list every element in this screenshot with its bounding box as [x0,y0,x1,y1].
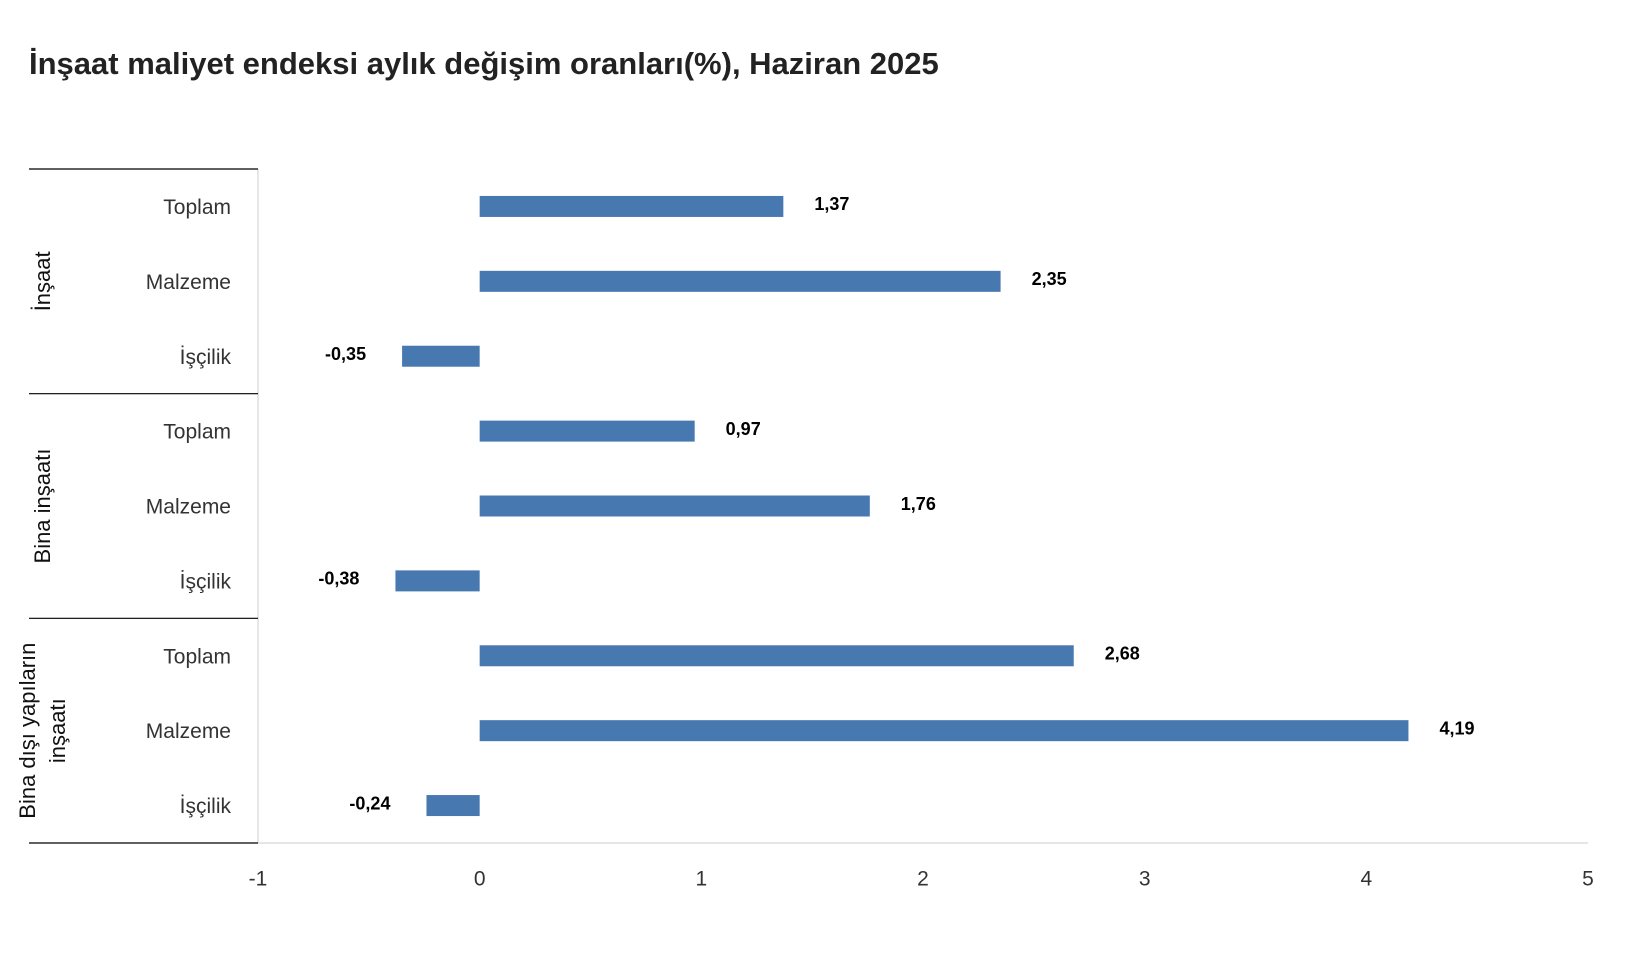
y-tick-label: İşçilik [180,570,232,593]
y-tick-label: Malzeme [146,496,231,519]
bar [479,720,1409,742]
x-tick-label: -1 [249,868,268,891]
x-tick-label: 0 [474,868,486,891]
bar [479,495,870,517]
value-label: 2,35 [1032,269,1067,289]
value-label: 2,68 [1105,644,1140,664]
value-label: 4,19 [1439,718,1474,738]
y-tick-label: İşçilik [180,795,232,818]
bar [402,345,480,367]
y-tick-label: Toplam [163,196,231,219]
bar [479,645,1074,667]
bar [426,795,480,817]
value-label: -0,35 [325,344,366,364]
value-label: -0,38 [318,569,359,589]
group-label: İnşaat [30,251,55,311]
value-label: 1,76 [901,494,936,514]
x-tick-label: 2 [917,868,929,891]
y-tick-label: Toplam [163,645,231,668]
value-label: -0,24 [349,793,390,813]
bar [395,570,480,592]
bar [479,270,1001,292]
x-tick-label: 5 [1582,868,1594,891]
x-tick-label: 4 [1360,868,1372,891]
y-tick-label: İşçilik [180,346,232,369]
value-label: 0,97 [726,419,761,439]
value-label: 1,37 [814,194,849,214]
y-tick-label: Malzeme [146,271,231,294]
x-tick-label: 1 [695,868,707,891]
bar [479,195,784,217]
group-label: Bina dışı yapıların [15,643,40,819]
x-tick-label: 3 [1139,868,1151,891]
y-tick-label: Malzeme [146,720,231,743]
bar [479,420,695,442]
group-label: inşaatı [45,698,70,763]
y-tick-label: Toplam [163,421,231,444]
chart-title: İnşaat maliyet endeksi aylık değişim ora… [29,46,939,81]
group-label: Bina inşaatı [30,449,55,564]
